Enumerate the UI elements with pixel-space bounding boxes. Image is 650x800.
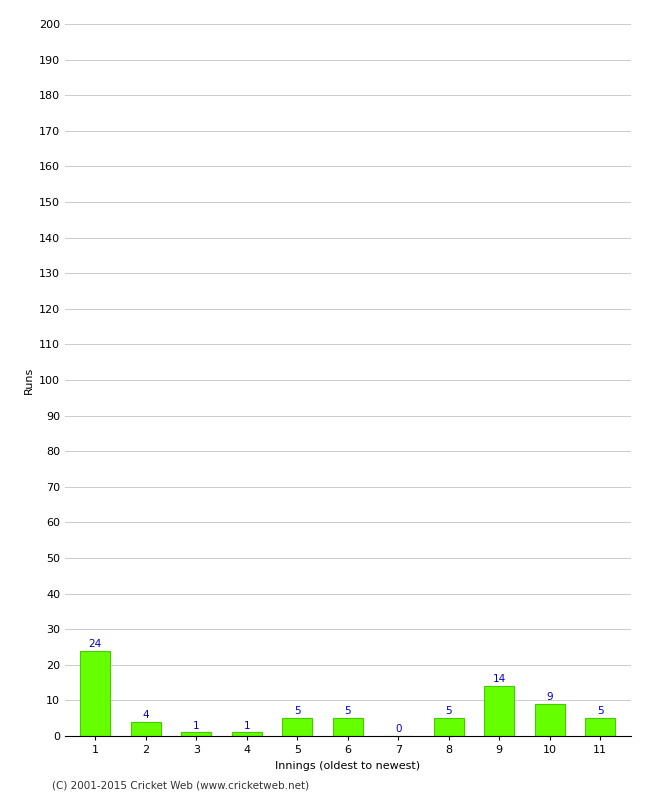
- Text: 0: 0: [395, 724, 402, 734]
- Text: 1: 1: [244, 721, 250, 730]
- Text: 5: 5: [445, 706, 452, 717]
- Text: 24: 24: [88, 638, 102, 649]
- Text: (C) 2001-2015 Cricket Web (www.cricketweb.net): (C) 2001-2015 Cricket Web (www.cricketwe…: [52, 781, 309, 790]
- Text: 5: 5: [597, 706, 603, 717]
- Bar: [231, 733, 262, 736]
- Bar: [585, 718, 616, 736]
- Bar: [282, 718, 313, 736]
- Bar: [131, 722, 161, 736]
- Text: 9: 9: [547, 692, 553, 702]
- X-axis label: Innings (oldest to newest): Innings (oldest to newest): [275, 761, 421, 770]
- Bar: [181, 733, 211, 736]
- Y-axis label: Runs: Runs: [23, 366, 33, 394]
- Bar: [484, 686, 514, 736]
- Text: 5: 5: [294, 706, 300, 717]
- Bar: [434, 718, 464, 736]
- Text: 4: 4: [142, 710, 149, 720]
- Bar: [534, 704, 565, 736]
- Text: 5: 5: [344, 706, 351, 717]
- Text: 14: 14: [493, 674, 506, 684]
- Text: 1: 1: [193, 721, 200, 730]
- Bar: [80, 650, 111, 736]
- Bar: [333, 718, 363, 736]
